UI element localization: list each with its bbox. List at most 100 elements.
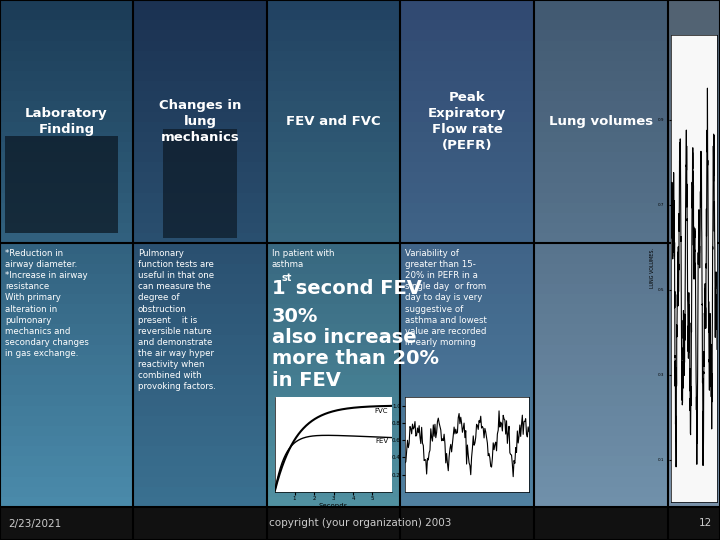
Bar xyxy=(267,233,400,244)
Bar xyxy=(267,416,400,426)
Bar xyxy=(267,112,400,122)
Bar xyxy=(267,536,400,537)
Bar xyxy=(0,102,133,112)
Bar xyxy=(0,203,133,213)
Bar xyxy=(668,533,720,534)
Bar xyxy=(0,538,133,539)
Bar xyxy=(534,274,668,284)
Bar xyxy=(400,335,534,345)
Bar xyxy=(133,497,267,507)
Bar xyxy=(400,264,534,274)
Bar xyxy=(534,528,668,529)
Bar xyxy=(0,213,133,223)
Bar xyxy=(668,10,720,21)
Bar xyxy=(534,514,668,515)
Bar xyxy=(668,21,720,30)
Bar xyxy=(534,522,668,523)
Bar xyxy=(400,152,534,162)
Bar xyxy=(0,529,133,530)
Bar xyxy=(0,365,133,375)
Bar xyxy=(0,467,133,477)
Bar xyxy=(534,10,668,21)
Bar xyxy=(0,519,133,520)
Bar xyxy=(267,223,400,233)
Bar xyxy=(400,21,534,30)
Bar xyxy=(534,132,668,142)
Bar xyxy=(267,516,400,517)
Bar xyxy=(534,532,668,533)
Bar xyxy=(400,395,534,406)
Bar xyxy=(267,513,400,514)
Bar xyxy=(534,395,668,406)
Bar xyxy=(400,512,534,513)
Bar xyxy=(0,162,133,172)
Bar xyxy=(267,253,400,264)
Bar xyxy=(0,152,133,162)
Bar xyxy=(668,456,720,467)
Bar xyxy=(133,508,267,509)
Bar xyxy=(133,515,267,516)
Bar xyxy=(0,375,133,386)
Bar xyxy=(668,539,720,540)
Bar xyxy=(0,436,133,446)
Bar xyxy=(400,477,534,487)
Bar xyxy=(400,519,534,520)
Bar xyxy=(534,520,668,521)
Bar xyxy=(400,91,534,102)
Bar xyxy=(133,509,267,510)
Bar xyxy=(400,142,534,152)
Bar xyxy=(534,30,668,40)
Bar xyxy=(0,426,133,436)
Bar xyxy=(668,91,720,102)
Bar xyxy=(668,518,720,519)
Bar xyxy=(267,244,400,253)
Bar xyxy=(133,513,267,514)
Bar xyxy=(534,162,668,172)
Bar xyxy=(133,21,267,30)
Bar xyxy=(534,51,668,61)
Bar xyxy=(267,526,400,527)
Bar xyxy=(534,477,668,487)
Bar xyxy=(0,510,133,511)
Bar xyxy=(534,244,668,253)
Bar xyxy=(133,511,267,512)
Bar xyxy=(534,456,668,467)
Bar xyxy=(0,521,133,522)
Bar xyxy=(668,264,720,274)
Bar xyxy=(163,129,237,238)
Bar xyxy=(400,132,534,142)
Bar xyxy=(267,436,400,446)
Bar xyxy=(668,512,720,513)
Bar xyxy=(133,40,267,51)
Bar xyxy=(668,534,720,535)
Bar xyxy=(534,375,668,386)
Bar xyxy=(0,355,133,365)
Bar xyxy=(668,345,720,355)
Bar xyxy=(534,91,668,102)
Bar xyxy=(668,524,720,525)
Bar xyxy=(0,172,133,183)
Bar xyxy=(267,395,400,406)
Bar xyxy=(267,386,400,395)
Bar xyxy=(0,416,133,426)
Bar xyxy=(267,203,400,213)
Bar xyxy=(133,102,267,112)
Bar xyxy=(133,294,267,304)
Bar xyxy=(400,355,534,365)
Bar xyxy=(0,284,133,294)
Bar xyxy=(400,386,534,395)
Bar xyxy=(400,183,534,193)
Bar xyxy=(267,21,400,30)
Bar xyxy=(133,345,267,355)
Bar xyxy=(133,446,267,456)
Bar xyxy=(400,524,534,525)
Bar xyxy=(668,0,720,10)
Bar xyxy=(668,487,720,497)
Bar xyxy=(0,531,133,532)
Bar xyxy=(400,467,534,477)
Bar xyxy=(400,284,534,294)
Bar xyxy=(0,526,133,527)
Bar xyxy=(267,446,400,456)
Bar xyxy=(267,518,400,519)
Bar xyxy=(267,183,400,193)
